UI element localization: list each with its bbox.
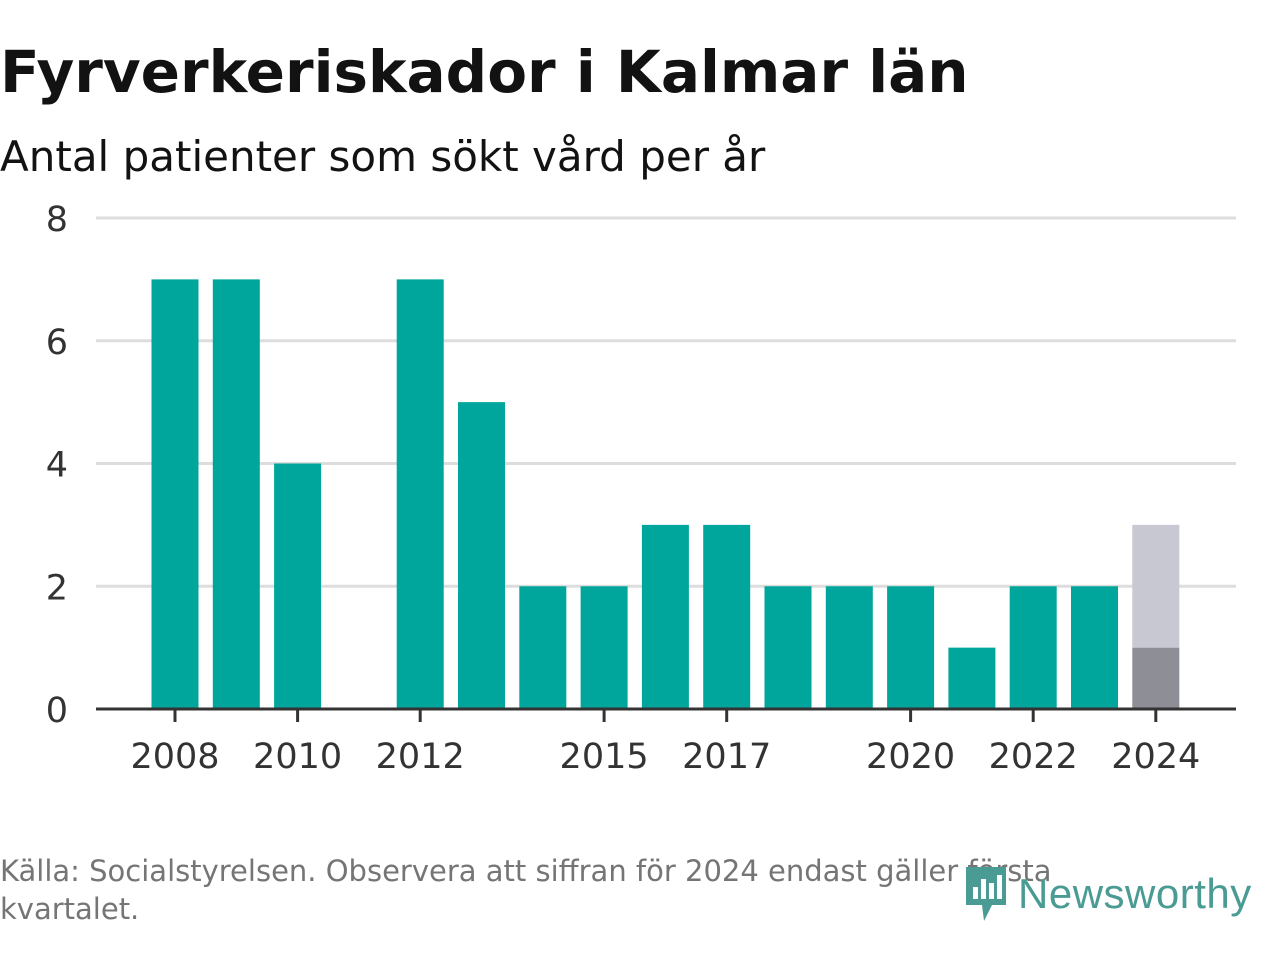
- x-axis-ticks: 2008 2010 2012 2015 2017 2020 2022 2024: [130, 709, 1200, 777]
- source-note: Källa: Socialstyrelsen. Observera att si…: [0, 854, 1052, 926]
- y-tick-label: 8: [46, 200, 68, 240]
- x-tick-label: 2010: [253, 737, 342, 777]
- x-tick-label: 2020: [866, 737, 955, 777]
- x-tick-label: 2012: [376, 737, 465, 777]
- newsworthy-logo: Newsworthy: [962, 862, 1252, 926]
- newsworthy-logo-text: Newsworthy: [1018, 870, 1252, 917]
- newsworthy-logo-icon: [966, 867, 1006, 921]
- y-tick-label: 4: [46, 446, 68, 486]
- bar-2021: [948, 647, 996, 709]
- y-tick-label: 2: [46, 568, 68, 608]
- bars: [151, 279, 1180, 709]
- x-tick-label: 2017: [682, 737, 771, 777]
- chart-subtitle: Antal patienter som sökt vård per år: [0, 132, 766, 181]
- x-tick-label: 2022: [989, 737, 1078, 777]
- bar-2012: [396, 279, 444, 709]
- y-tick-label: 0: [46, 691, 68, 731]
- bar-2010: [274, 463, 322, 709]
- x-tick-label: 2008: [130, 737, 219, 777]
- y-tick-label: 6: [46, 323, 68, 363]
- bar-2019: [825, 586, 873, 709]
- bar-2024-remainder: [1132, 524, 1180, 648]
- bar-2023: [1071, 586, 1118, 709]
- y-axis-ticks: 0 2 4 6 8: [46, 200, 68, 731]
- bar-2008: [151, 279, 199, 709]
- bar-2022: [1009, 586, 1057, 709]
- bar-2024: [1132, 647, 1180, 709]
- bar-2014: [519, 586, 567, 709]
- bar-2013: [458, 402, 505, 709]
- bar-2017: [703, 524, 751, 709]
- x-tick-label: 2015: [560, 737, 649, 777]
- bar-chart: 0 2 4 6 8 2008 2010 2012 2015 2017 2020 2022 2024: [46, 200, 1236, 777]
- bar-2020: [887, 586, 935, 709]
- bar-2009: [212, 279, 260, 709]
- x-tick-label: 2024: [1111, 737, 1200, 777]
- bar-2018: [764, 586, 812, 709]
- bar-2015: [580, 586, 628, 709]
- chart-title: Fyrverkeriskador i Kalmar län: [0, 38, 969, 106]
- bar-2016: [641, 524, 689, 709]
